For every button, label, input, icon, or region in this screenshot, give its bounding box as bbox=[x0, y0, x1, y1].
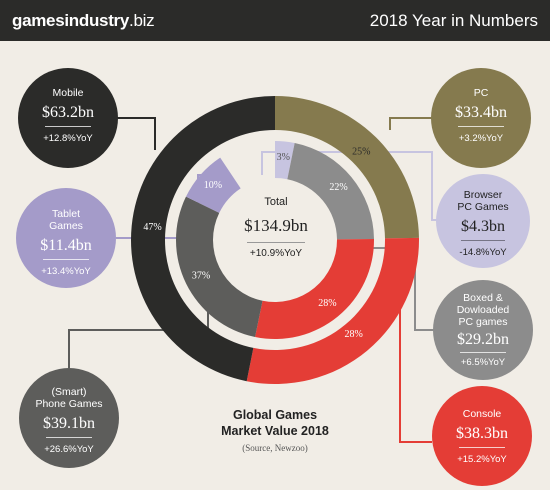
total-yoy: +10.9%YoY bbox=[249, 248, 303, 259]
inner-ring bbox=[175, 141, 375, 340]
bubble-pc-divider bbox=[458, 126, 504, 127]
bubble-phone-value: $39.1bn bbox=[43, 415, 95, 432]
bubble-boxed-name: Boxed & Dowloaded PC games bbox=[456, 292, 510, 328]
outer-label-console: 28% bbox=[345, 329, 363, 340]
bubble-browser-name: Browser PC Games bbox=[457, 189, 509, 213]
inner-slice-console bbox=[255, 238, 375, 340]
bubble-boxed-yoy: +6.5%YoY bbox=[460, 357, 506, 368]
bubble-pc-value: $33.4bn bbox=[455, 104, 507, 121]
outer-slice-pc bbox=[275, 96, 419, 239]
connector-console bbox=[399, 300, 432, 443]
bubble-browser-yoy: -14.8%YoY bbox=[459, 247, 507, 258]
total-divider bbox=[246, 242, 306, 243]
connector-browser bbox=[261, 151, 437, 221]
bubble-boxed-value: $29.2bn bbox=[457, 331, 509, 348]
outer-label-pc: 25% bbox=[352, 147, 370, 158]
caption-source: (Source, Newzoo) bbox=[242, 443, 308, 453]
header-title: 2018 Year in Numbers bbox=[369, 11, 538, 30]
header-bar: gamesindustry.biz 2018 Year in Numbers bbox=[0, 0, 550, 41]
chart-caption: Global Games Market Value 2018 (Source, … bbox=[205, 407, 345, 453]
bubble-browser-divider bbox=[461, 240, 505, 241]
bubble-tablet-yoy: +13.4%YoY bbox=[41, 266, 91, 277]
brand-logo[interactable]: gamesindustry.biz bbox=[12, 11, 155, 31]
bubble-mobile-value: $63.2bn bbox=[42, 104, 94, 121]
outer-slice-mobile bbox=[131, 96, 275, 382]
bubble-phone-name: (Smart) Phone Games bbox=[35, 386, 103, 410]
bubble-pc-name: PC bbox=[473, 87, 489, 99]
bubble-mobile-divider bbox=[45, 126, 91, 127]
connector-mobile bbox=[116, 117, 156, 150]
connector-pc bbox=[389, 117, 433, 130]
bubble-tablet-value: $11.4bn bbox=[40, 237, 92, 254]
inner-label-console: 28% bbox=[318, 298, 336, 309]
bubble-browser-value: $4.3bn bbox=[461, 218, 505, 235]
inner-label-browser: 3% bbox=[277, 152, 290, 163]
bubble-pc: PC $33.4bn +3.2%YoY bbox=[431, 68, 531, 168]
bubble-phone: (Smart) Phone Games $39.1bn +26.6%YoY bbox=[19, 368, 119, 468]
bubble-console-value: $38.3bn bbox=[456, 425, 508, 442]
inner-slice-browser bbox=[275, 141, 295, 180]
bubble-tablet: Tablet Games $11.4bn +13.4%YoY bbox=[16, 188, 116, 288]
outer-label-mobile: 47% bbox=[143, 222, 161, 233]
bubble-phone-divider bbox=[46, 437, 92, 438]
outer-ring bbox=[131, 96, 419, 385]
bubble-mobile-name: Mobile bbox=[52, 87, 84, 99]
percentage-labels: 25% 28% 47% 3% 22% 28% 37% 10% bbox=[143, 147, 370, 340]
inner-label-phone: 37% bbox=[192, 271, 210, 282]
connector-phone bbox=[68, 310, 209, 368]
total-value: $134.9bn bbox=[244, 216, 308, 235]
inner-slice-phone bbox=[175, 196, 263, 337]
total-label: Total bbox=[264, 196, 288, 208]
donut-chart: 25% 28% 47% 3% 22% 28% 37% 10% bbox=[68, 96, 437, 443]
caption-line-2: Market Value 2018 bbox=[221, 424, 329, 438]
inner-slice-boxed bbox=[287, 142, 374, 240]
outer-slice-console bbox=[246, 237, 419, 385]
bubble-mobile: Mobile $63.2bn +12.8%YoY bbox=[18, 68, 118, 168]
bubble-mobile-yoy: +12.8%YoY bbox=[43, 133, 93, 144]
bubble-console-yoy: +15.2%YoY bbox=[457, 454, 507, 465]
bubble-phone-yoy: +26.6%YoY bbox=[44, 444, 94, 455]
inner-slice-tablet bbox=[185, 157, 241, 213]
bubble-console-divider bbox=[459, 447, 505, 448]
bubble-pc-yoy: +3.2%YoY bbox=[458, 133, 504, 144]
bubble-console: Console $38.3bn +15.2%YoY bbox=[432, 386, 532, 486]
brand-tld: .biz bbox=[129, 11, 155, 30]
bubble-boxed-divider bbox=[460, 352, 506, 353]
brand-main: gamesindustry bbox=[12, 11, 130, 30]
bubble-boxed: Boxed & Dowloaded PC games $29.2bn +6.5%… bbox=[433, 280, 533, 380]
inner-label-boxed: 22% bbox=[329, 182, 347, 193]
total-center: Total $134.9bn +10.9%YoY bbox=[227, 196, 325, 259]
connector-boxed bbox=[348, 247, 435, 331]
bubble-tablet-name: Tablet Games bbox=[49, 208, 83, 232]
bubble-console-name: Console bbox=[462, 408, 502, 420]
bubble-tablet-divider bbox=[43, 259, 89, 260]
bubble-browser: Browser PC Games $4.3bn -14.8%YoY bbox=[436, 174, 530, 268]
inner-label-tablet: 10% bbox=[204, 180, 222, 191]
caption-line-1: Global Games bbox=[232, 408, 318, 422]
